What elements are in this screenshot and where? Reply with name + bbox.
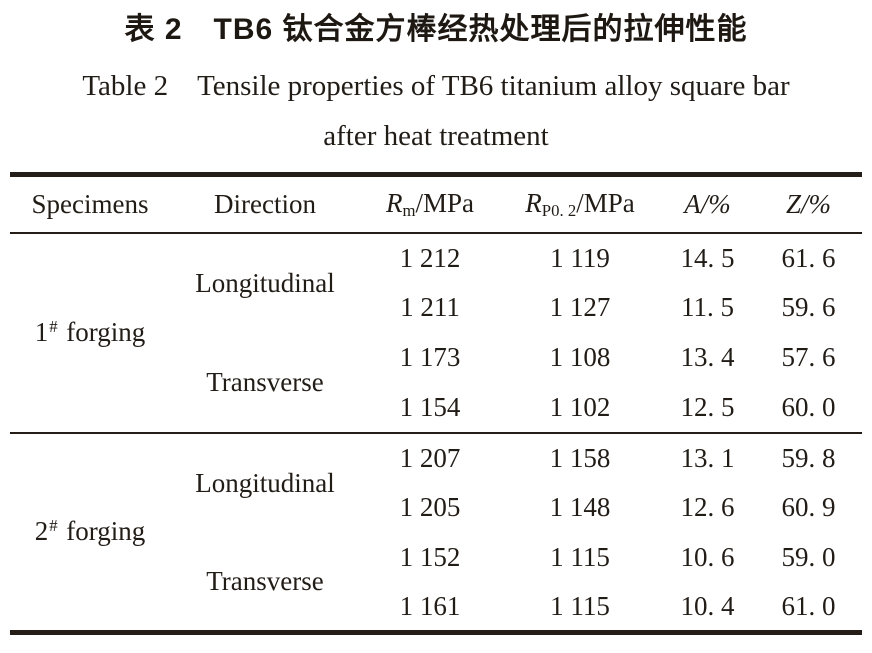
specimen-label: forging bbox=[66, 516, 146, 547]
rm-subscript: m bbox=[402, 200, 416, 220]
col-header-rm: Rm/MPa bbox=[360, 175, 500, 233]
data-row: 2# forging Longitudinal 1 207 1 158 13. 1… bbox=[10, 432, 862, 546]
a-symbol: A bbox=[684, 188, 701, 219]
data-row: 1 154 1 102 12. 5 60. 0 bbox=[10, 383, 862, 433]
specimen-hash-superscript: # bbox=[49, 316, 58, 336]
value-cell-z: 59. 0 bbox=[781, 542, 836, 572]
value-cell-a: 11. 5 bbox=[681, 292, 734, 322]
value-cell-z: 59. 8 bbox=[781, 442, 836, 473]
direction-cell-transverse: Transverse bbox=[206, 366, 324, 397]
specimen-cell-2-forging: 2# forging bbox=[10, 433, 170, 633]
specimen-cell-1-forging: 1# forging bbox=[10, 233, 170, 433]
value-cell-z: 60. 9 bbox=[781, 492, 836, 522]
value-cell-a: 14. 5 bbox=[680, 242, 735, 273]
table-caption-english-line2: after heat treatment bbox=[323, 120, 549, 152]
col-header-z: Z/% bbox=[755, 175, 862, 233]
z-symbol: Z bbox=[785, 188, 802, 219]
direction-cell-transverse: Transverse bbox=[206, 565, 324, 596]
value-cell-a: 13. 1 bbox=[680, 442, 735, 473]
direction-cell-longitudinal: Longitudinal bbox=[195, 467, 335, 498]
col-header-rp02: RP0. 2/MPa bbox=[500, 175, 660, 233]
value-cell-z: 59. 6 bbox=[781, 292, 836, 322]
rp02-unit: /MPa bbox=[576, 187, 635, 218]
rm-symbol: R bbox=[385, 187, 403, 218]
table-title-chinese: 表 2 TB6 钛合金方棒经热处理后的拉伸性能 bbox=[124, 13, 748, 46]
value-cell-rm: 1 211 bbox=[400, 292, 460, 322]
value-cell-z: 60. 0 bbox=[781, 391, 836, 422]
tensile-properties-table: Specimens Direction Rm/MPa RP0. 2/MPa A/… bbox=[10, 172, 862, 635]
value-cell-rp02: 1 102 bbox=[549, 391, 611, 422]
value-cell-a: 13. 4 bbox=[680, 342, 735, 372]
value-cell-rp02: 1 115 bbox=[550, 590, 610, 621]
value-cell-rp02: 1 127 bbox=[549, 292, 611, 322]
data-row: Transverse 1 173 1 108 13. 4 57. 6 bbox=[10, 333, 862, 397]
value-cell-rp02: 1 158 bbox=[549, 442, 611, 473]
rm-unit: /MPa bbox=[415, 187, 475, 218]
value-cell-rm: 1 161 bbox=[399, 590, 461, 621]
value-cell-a: 12. 5 bbox=[680, 391, 735, 422]
value-cell-rm: 1 212 bbox=[399, 242, 461, 273]
specimen-number: 1 bbox=[34, 317, 49, 348]
value-cell-rm: 1 205 bbox=[399, 492, 461, 522]
col-header-direction: Direction bbox=[214, 188, 316, 219]
value-cell-a: 12. 6 bbox=[680, 492, 735, 522]
col-header-a: A/% bbox=[660, 175, 755, 233]
data-row: 1# forging Longitudinal 1 212 1 119 14. 5… bbox=[10, 233, 862, 348]
value-cell-rm: 1 173 bbox=[399, 342, 461, 372]
specimen-number: 2 bbox=[34, 516, 49, 547]
value-cell-rm: 1 154 bbox=[399, 391, 461, 422]
value-cell-a: 10. 6 bbox=[680, 542, 735, 572]
table-caption-english-line1: Table 2 Tensile properties of TB6 titani… bbox=[82, 70, 790, 102]
value-cell-rp02: 1 119 bbox=[550, 242, 610, 273]
value-cell-rp02: 1 115 bbox=[550, 542, 610, 572]
value-cell-rp02: 1 108 bbox=[549, 342, 611, 372]
rp02-symbol: R bbox=[525, 187, 542, 218]
value-cell-a: 10. 4 bbox=[680, 590, 735, 621]
value-cell-rm: 1 152 bbox=[399, 542, 461, 572]
data-row: 1 211 1 127 11. 5 59. 6 bbox=[10, 283, 862, 333]
z-unit: /% bbox=[801, 188, 832, 219]
value-cell-rm: 1 207 bbox=[399, 442, 461, 473]
header-row: Specimens Direction Rm/MPa RP0. 2/MPa A/… bbox=[10, 175, 862, 233]
specimen-hash-superscript: # bbox=[49, 516, 58, 536]
data-row: Transverse 1 152 1 115 10. 6 59. 0 bbox=[10, 533, 862, 596]
value-cell-z: 61. 0 bbox=[781, 590, 836, 621]
value-cell-z: 57. 6 bbox=[781, 342, 836, 372]
col-header-specimens: Specimens bbox=[31, 188, 149, 219]
data-row: 1 205 1 148 12. 6 60. 9 bbox=[10, 483, 862, 533]
specimen-label: forging bbox=[66, 317, 146, 348]
data-row: 1 161 1 115 10. 4 61. 0 bbox=[10, 583, 862, 633]
value-cell-z: 61. 6 bbox=[781, 242, 836, 273]
value-cell-rp02: 1 148 bbox=[549, 492, 611, 522]
direction-cell-longitudinal: Longitudinal bbox=[195, 267, 335, 298]
rp02-subscript: P0. 2 bbox=[541, 200, 577, 220]
a-unit: /% bbox=[700, 188, 731, 219]
